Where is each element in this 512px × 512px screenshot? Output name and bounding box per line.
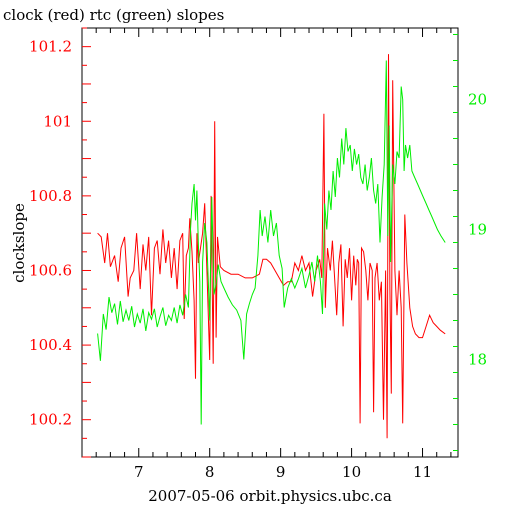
series-line-rtc bbox=[97, 60, 446, 425]
y-right-tick-label: 18 bbox=[468, 351, 487, 369]
y-right-tick-label: 20 bbox=[468, 91, 487, 109]
y-left-tick-label: 101.2 bbox=[29, 38, 72, 56]
x-tick-label: 7 bbox=[134, 463, 144, 481]
y-left-tick-label: 100.6 bbox=[29, 261, 72, 279]
x-axis-label: 2007-05-06 orbit.physics.ubc.ca bbox=[148, 487, 392, 505]
x-tick-label: 10 bbox=[342, 463, 361, 481]
x-tick-label: 9 bbox=[276, 463, 286, 481]
x-tick-label: 11 bbox=[413, 463, 432, 481]
x-tick-label: 8 bbox=[205, 463, 215, 481]
y-axis-label: clockslope bbox=[10, 203, 28, 283]
y-left-tick-label: 100.2 bbox=[29, 411, 72, 429]
plot-area: 7 8 9 10 11 100.2 100.4 100.6 100.8 101 101.2 18 19 2… bbox=[29, 27, 487, 481]
y-right-tick-label: 19 bbox=[468, 221, 487, 239]
chart-title: clock (red) rtc (green) slopes bbox=[3, 6, 224, 24]
y-left-tick-label: 100.4 bbox=[29, 336, 72, 354]
y-left-tick-label: 100.8 bbox=[29, 187, 72, 205]
y-left-tick-label: 101 bbox=[43, 112, 72, 130]
series-line-clock bbox=[97, 54, 446, 439]
